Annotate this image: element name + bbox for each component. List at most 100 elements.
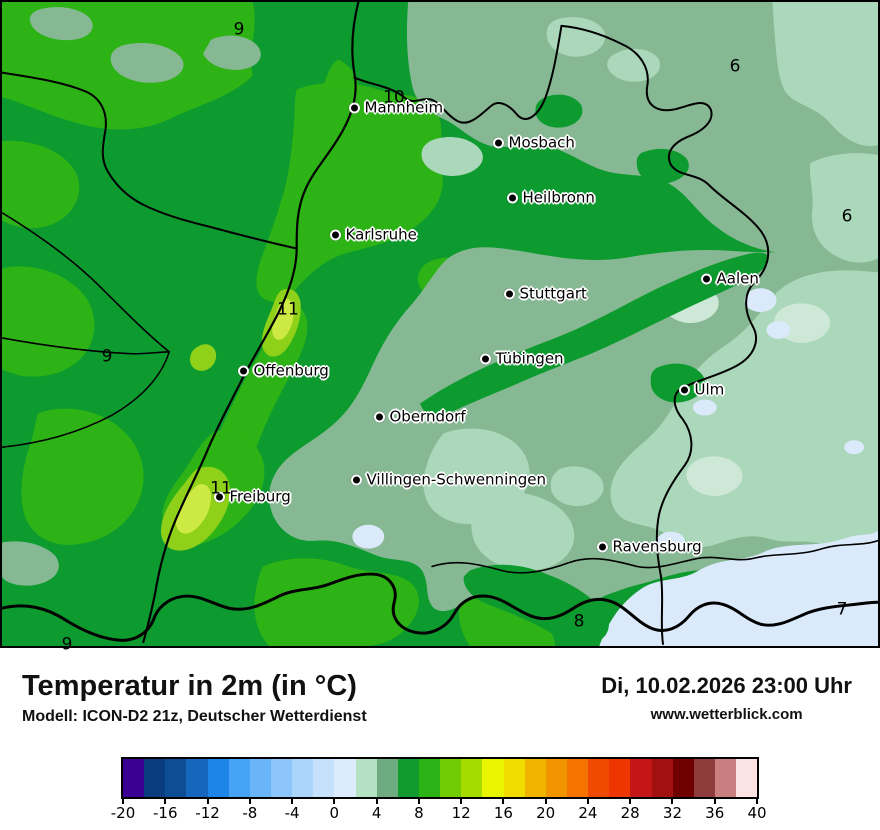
colorbar-cell	[418, 759, 441, 797]
city-label: Aalen	[716, 269, 759, 288]
temperature-value-label: 6	[729, 56, 741, 77]
colorbar-cell	[651, 759, 673, 797]
city-dot-icon	[678, 384, 690, 396]
colorbar-tick	[713, 799, 716, 804]
page-title: Temperatur in 2m (in °C)	[22, 670, 357, 702]
colorbar-cell	[165, 759, 187, 797]
colorbar-tick-label: 4	[371, 804, 382, 822]
colorbar-tick-label: -8	[242, 804, 258, 822]
colorbar-cell	[630, 759, 652, 797]
city-label: Karlsruhe	[345, 225, 417, 244]
city-dot-icon	[479, 353, 491, 365]
colorbar-tick-label: -20	[110, 804, 136, 822]
city-marker: Ravensburg	[596, 537, 702, 556]
city-dot-icon	[596, 541, 608, 553]
border-north	[353, 24, 563, 124]
colorbar-tick-label: 16	[493, 804, 513, 822]
city-marker: Heilbronn	[506, 190, 595, 206]
colorbar-tick-label: -12	[195, 804, 220, 822]
colorbar-tick-label: -16	[153, 804, 178, 822]
colorbar-cell	[186, 759, 208, 797]
colorbar-cell	[313, 759, 335, 797]
city-dot-icon	[700, 273, 712, 285]
city-marker: Mosbach	[492, 133, 575, 152]
city-dot-icon	[237, 365, 249, 377]
city-marker: Stuttgart	[503, 284, 587, 303]
city-label: Ravensburg	[612, 537, 702, 556]
city-marker: Freiburg	[213, 487, 291, 506]
terrain-pale-blue	[352, 288, 878, 646]
city-marker: Ulm	[678, 382, 724, 398]
colorbar-tick	[291, 799, 294, 804]
colorbar-cell	[609, 759, 631, 797]
colorbar-cell	[588, 759, 610, 797]
temperature-value-label: 9	[101, 346, 113, 367]
city-dot-icon	[213, 491, 225, 503]
colorbar-cell	[144, 759, 166, 797]
colorbar-tick	[544, 799, 547, 804]
colorbar-tick-label: 0	[329, 804, 340, 822]
temperature-value-label: 6	[841, 206, 853, 227]
forecast-datetime: Di, 10.02.2026 23:00 Uhr	[601, 673, 852, 698]
city-marker: Villingen-Schwenningen	[350, 472, 546, 488]
city-label: Mosbach	[508, 133, 575, 152]
colorbar-cell	[566, 759, 589, 797]
colorbar-tick	[248, 799, 251, 804]
colorbar-cell	[249, 759, 271, 797]
colorbar-tick-label: 20	[536, 804, 556, 822]
city-marker: Oberndorf	[373, 407, 466, 426]
city-marker: Tübingen	[479, 349, 564, 368]
city-label: Freiburg	[229, 487, 291, 506]
city-dot-icon	[506, 192, 518, 204]
temperature-map: Mannheim Mosbach Heilbronn Karlsruhe Stuttga…	[0, 0, 880, 653]
colorbar-cell	[672, 759, 694, 797]
city-label: Oberndorf	[389, 407, 466, 426]
temperature-value-label: 9	[233, 19, 245, 40]
colorbar-cell	[503, 759, 525, 797]
colorbar-cell	[545, 759, 567, 797]
colorbar-cell	[123, 759, 145, 797]
terrain-dark-green-bands	[420, 94, 769, 645]
colorbar-cell	[693, 759, 715, 797]
model-subtitle: Modell: ICON-D2 21z, Deutscher Wetterdie…	[22, 708, 367, 725]
colorbar-cell	[482, 759, 504, 797]
colorbar-cell	[376, 759, 398, 797]
colorbar-tick-label: 24	[578, 804, 598, 822]
temperature-value-label: 10	[383, 87, 405, 108]
city-dot-icon	[329, 229, 341, 241]
colorbar-tick	[206, 799, 209, 804]
colorbar-tick	[333, 799, 336, 804]
temperature-value-label: 9	[61, 634, 73, 655]
colorbar-cell	[270, 759, 293, 797]
city-marker: Karlsruhe	[329, 225, 417, 244]
city-dot-icon	[492, 137, 504, 149]
border-bodensee-district	[431, 539, 878, 574]
temperature-colorbar	[121, 757, 759, 799]
map-canvas	[2, 2, 878, 646]
city-label: Stuttgart	[519, 284, 587, 303]
colorbar-tick-label: 32	[662, 804, 682, 822]
temperature-value-label: 11	[210, 478, 232, 499]
colorbar-tick	[586, 799, 589, 804]
footer-right: Di, 10.02.2026 23:00 Uhr www.wetterblick…	[601, 673, 852, 723]
colorbar-cell	[355, 759, 377, 797]
colorbar-cell	[714, 759, 737, 797]
city-dot-icon	[503, 288, 515, 300]
border-alsace-b	[2, 337, 171, 355]
city-dot-icon	[373, 411, 385, 423]
temperature-value-label: 7	[836, 599, 848, 620]
city-marker: Mannheim	[348, 100, 443, 116]
border-bavaria	[560, 24, 770, 646]
colorbar-tick	[417, 799, 420, 804]
value-label-layer: 9 10 6 6 11 9 11 8 7 9	[2, 2, 878, 653]
colorbar-cell	[461, 759, 483, 797]
colorbar-cell	[524, 759, 546, 797]
colorbar-tick-label: 40	[747, 804, 767, 822]
colorbar-cell	[334, 759, 356, 797]
colorbar-tick-label: 28	[620, 804, 640, 822]
city-layer: Mannheim Mosbach Heilbronn Karlsruhe Stuttga…	[2, 2, 878, 646]
city-label: Tübingen	[495, 349, 564, 368]
border-alsace-c	[2, 351, 171, 449]
colorbar-cell	[440, 759, 462, 797]
